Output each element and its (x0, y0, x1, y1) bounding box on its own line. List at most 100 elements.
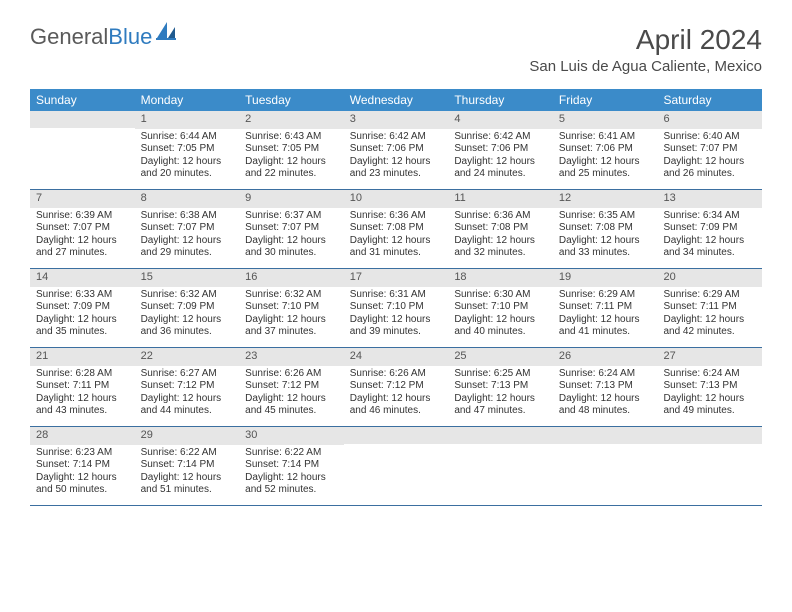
sail-icon (156, 21, 178, 46)
day-content: Sunrise: 6:44 AMSunset: 7:05 PMDaylight:… (135, 129, 240, 185)
day-number: 4 (448, 111, 553, 129)
day-cell (657, 427, 762, 505)
day-line: Daylight: 12 hours (141, 235, 234, 248)
day-header: Sunday (30, 89, 135, 111)
day-line: Sunrise: 6:42 AM (454, 131, 547, 144)
day-line: and 20 minutes. (141, 168, 234, 181)
logo-text-blue: Blue (108, 24, 152, 49)
day-line: Daylight: 12 hours (36, 472, 129, 485)
day-line: Daylight: 12 hours (559, 235, 652, 248)
day-line: Sunrise: 6:43 AM (245, 131, 338, 144)
day-cell (448, 427, 553, 505)
day-number: 9 (239, 190, 344, 208)
day-line: Sunset: 7:06 PM (559, 143, 652, 156)
week-row: 21Sunrise: 6:28 AMSunset: 7:11 PMDayligh… (30, 348, 762, 427)
location: San Luis de Agua Caliente, Mexico (529, 58, 762, 75)
day-cell: 17Sunrise: 6:31 AMSunset: 7:10 PMDayligh… (344, 269, 449, 347)
day-line: Sunrise: 6:42 AM (350, 131, 443, 144)
day-line: Sunset: 7:08 PM (454, 222, 547, 235)
day-cell: 28Sunrise: 6:23 AMSunset: 7:14 PMDayligh… (30, 427, 135, 505)
day-number: 1 (135, 111, 240, 129)
day-line: Sunset: 7:13 PM (559, 380, 652, 393)
day-line: Sunrise: 6:26 AM (350, 368, 443, 381)
day-line: Sunset: 7:13 PM (454, 380, 547, 393)
day-cell: 12 Sunrise: 6:35 AMSunset: 7:08 PMDayligh… (553, 190, 658, 268)
day-header: Saturday (657, 89, 762, 111)
day-line: Sunrise: 6:38 AM (141, 210, 234, 223)
day-header: Monday (135, 89, 240, 111)
week-row: 14Sunrise: 6:33 AMSunset: 7:09 PMDayligh… (30, 269, 762, 348)
day-cell (344, 427, 449, 505)
day-number: 23 (239, 348, 344, 366)
day-content: Sunrise: 6:24 AMSunset: 7:13 PMDaylight:… (553, 366, 658, 422)
day-content: Sunrise: 6:31 AMSunset: 7:10 PMDaylight:… (344, 287, 449, 343)
day-line: and 33 minutes. (559, 247, 652, 260)
day-content: Sunrise: 6:38 AMSunset: 7:07 PMDaylight:… (135, 208, 240, 264)
day-number: 18 (448, 269, 553, 287)
day-line: and 47 minutes. (454, 405, 547, 418)
day-line: Sunset: 7:09 PM (141, 301, 234, 314)
day-line: and 44 minutes. (141, 405, 234, 418)
day-line: Sunrise: 6:23 AM (36, 447, 129, 460)
day-line: Daylight: 12 hours (559, 393, 652, 406)
day-cell: 11Sunrise: 6:36 AMSunset: 7:08 PMDayligh… (448, 190, 553, 268)
day-content: Sunrise: 6:25 AMSunset: 7:13 PMDaylight:… (448, 366, 553, 422)
day-line: and 36 minutes. (141, 326, 234, 339)
day-cell: 27Sunrise: 6:24 AMSunset: 7:13 PMDayligh… (657, 348, 762, 426)
day-line: Daylight: 12 hours (141, 314, 234, 327)
day-line: Sunset: 7:11 PM (36, 380, 129, 393)
day-content (344, 444, 449, 504)
day-line: and 49 minutes. (663, 405, 756, 418)
day-cell: 26Sunrise: 6:24 AMSunset: 7:13 PMDayligh… (553, 348, 658, 426)
day-line: Sunset: 7:13 PM (663, 380, 756, 393)
day-number: 27 (657, 348, 762, 366)
day-content (448, 444, 553, 504)
logo-text-general: General (30, 24, 108, 49)
day-cell: 7Sunrise: 6:39 AMSunset: 7:07 PMDaylight… (30, 190, 135, 268)
day-cell: 20Sunrise: 6:29 AMSunset: 7:11 PMDayligh… (657, 269, 762, 347)
day-line: Sunrise: 6:36 AM (454, 210, 547, 223)
day-line: Sunset: 7:12 PM (245, 380, 338, 393)
day-cell: 5Sunrise: 6:41 AMSunset: 7:06 PMDaylight… (553, 111, 658, 189)
day-line: Daylight: 12 hours (36, 314, 129, 327)
day-number (657, 427, 762, 444)
day-line: and 30 minutes. (245, 247, 338, 260)
day-line: and 31 minutes. (350, 247, 443, 260)
day-number: 16 (239, 269, 344, 287)
day-line: Sunset: 7:09 PM (36, 301, 129, 314)
day-header-row: SundayMondayTuesdayWednesdayThursdayFrid… (30, 89, 762, 111)
day-line: Sunset: 7:05 PM (141, 143, 234, 156)
day-line: and 41 minutes. (559, 326, 652, 339)
day-line: Sunrise: 6:32 AM (245, 289, 338, 302)
day-number: 6 (657, 111, 762, 129)
day-line: Sunrise: 6:35 AM (559, 210, 652, 223)
day-line: Sunrise: 6:26 AM (245, 368, 338, 381)
day-line: Sunrise: 6:37 AM (245, 210, 338, 223)
day-content: Sunrise: 6:36 AMSunset: 7:08 PMDaylight:… (344, 208, 449, 264)
day-cell: 4Sunrise: 6:42 AMSunset: 7:06 PMDaylight… (448, 111, 553, 189)
day-header: Thursday (448, 89, 553, 111)
day-line: and 22 minutes. (245, 168, 338, 181)
day-header: Tuesday (239, 89, 344, 111)
day-line: Sunrise: 6:33 AM (36, 289, 129, 302)
day-number: 7 (30, 190, 135, 208)
day-number: 19 (553, 269, 658, 287)
day-number: 12 (553, 190, 658, 208)
day-content: Sunrise: 6:22 AMSunset: 7:14 PMDaylight:… (135, 445, 240, 501)
day-content (30, 128, 135, 188)
day-line: Sunrise: 6:36 AM (350, 210, 443, 223)
week-row: 7Sunrise: 6:39 AMSunset: 7:07 PMDaylight… (30, 190, 762, 269)
day-line: Sunset: 7:09 PM (663, 222, 756, 235)
day-line: Sunset: 7:08 PM (559, 222, 652, 235)
day-line: Daylight: 12 hours (663, 314, 756, 327)
day-number: 14 (30, 269, 135, 287)
day-line: Sunrise: 6:44 AM (141, 131, 234, 144)
day-line: Sunset: 7:05 PM (245, 143, 338, 156)
day-line: Daylight: 12 hours (454, 235, 547, 248)
day-content: Sunrise: 6:39 AMSunset: 7:07 PMDaylight:… (30, 208, 135, 264)
logo: GeneralBlue (30, 24, 178, 50)
day-line: Sunrise: 6:31 AM (350, 289, 443, 302)
day-line: Daylight: 12 hours (350, 156, 443, 169)
day-number: 15 (135, 269, 240, 287)
day-line: Sunset: 7:08 PM (350, 222, 443, 235)
